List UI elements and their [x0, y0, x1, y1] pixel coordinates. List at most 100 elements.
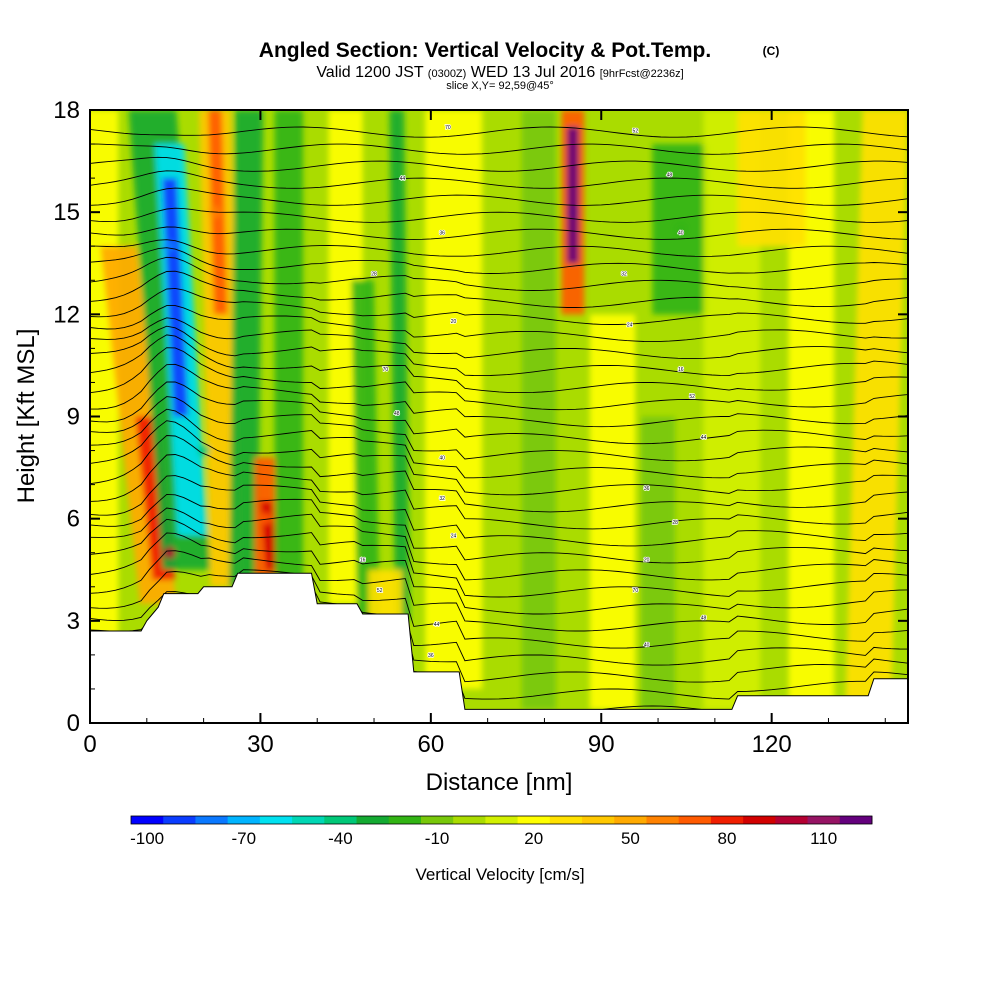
x-tick-label: 120: [752, 731, 792, 758]
y-tick-label: 6: [67, 506, 80, 533]
pot-temp-contour: [90, 334, 908, 394]
terrain-mask: [90, 572, 908, 723]
colorbar: [130, 815, 873, 825]
colorbar-tick-label: -70: [232, 829, 257, 848]
colorbar-swatch: [839, 816, 873, 824]
x-tick-label: 30: [247, 731, 274, 758]
pot-temp-contour: [90, 170, 908, 189]
contour-label: 32: [621, 271, 627, 277]
pot-temp-contour: [90, 347, 908, 411]
velocity-core: [163, 546, 176, 559]
contour-label: 48: [667, 173, 673, 179]
colorbar-swatch: [227, 816, 261, 824]
x-tick-label: 90: [588, 731, 615, 758]
y-tick-label: 3: [67, 608, 80, 635]
pot-temp-contour: [90, 187, 908, 206]
contour-label: 20: [644, 558, 650, 564]
contour-label: 48: [394, 411, 400, 417]
pot-temp-contour: [90, 435, 908, 513]
colorbar-swatch: [163, 816, 196, 824]
velocity-core: [566, 206, 579, 219]
pot-temp-contour: [90, 363, 908, 428]
velocity-field: [90, 110, 908, 723]
pot-temp-contour: [90, 156, 908, 172]
x-tick-label: 60: [417, 731, 444, 758]
colorbar-swatch: [259, 816, 293, 824]
contour-label: 16: [360, 558, 366, 564]
contour-label: 52: [633, 128, 639, 134]
pot-temp-contour: [90, 381, 908, 445]
velocity-band: [788, 110, 835, 710]
pot-temp-contour: [90, 325, 908, 377]
contour-label: 70: [383, 367, 389, 373]
y-tick-label: 18: [53, 97, 80, 124]
colorbar-frame: [130, 815, 873, 825]
contour-label: 36: [428, 653, 434, 659]
colorbar-swatch: [485, 816, 519, 824]
contour-label: 48: [701, 615, 707, 621]
contour-label: 40: [678, 231, 684, 237]
pot-temp-contour: [90, 226, 908, 240]
contour-label: 24: [451, 534, 457, 540]
forecast-tag: [9hrFcst@2236z]: [600, 68, 684, 80]
contour-label: 40: [439, 455, 445, 461]
colorbar-tick-labels: -100 -70 -40 -10 20 50 80 110: [130, 829, 837, 848]
colorbar-swatch: [710, 816, 744, 824]
contour-label: 70: [445, 125, 451, 131]
slice-subtitle: slice X,Y= 92,59@45°: [446, 80, 554, 92]
pot-temp-contour: [90, 270, 908, 308]
pot-temp-contour: [90, 420, 908, 496]
velocity-band: [521, 110, 556, 710]
contour-label: 70: [633, 588, 639, 594]
colorbar-swatch: [775, 816, 808, 824]
colorbar-swatch: [549, 816, 583, 824]
colorbar-tick-label: 20: [524, 829, 543, 848]
colorbar-swatch: [388, 816, 422, 824]
contour-label: 36: [439, 231, 445, 237]
colorbar-swatch: [324, 816, 357, 824]
chart-title: Angled Section: Vertical Velocity & Pot.…: [259, 39, 711, 62]
pot-temp-contour: [90, 317, 908, 360]
y-tick-label: 12: [53, 301, 80, 328]
contour-label: 52: [689, 394, 695, 400]
contour-label: 44: [701, 435, 707, 441]
colorbar-tick-label: 110: [810, 829, 837, 848]
y-axis-label: Height [Kft MSL]: [13, 329, 40, 504]
pot-temp-contour: [90, 239, 908, 257]
colorbar-swatch: [582, 816, 615, 824]
y-tick-label: 15: [53, 199, 80, 226]
pot-temp-contour: [90, 569, 908, 649]
colorbar-swatch: [453, 816, 486, 824]
contour-label: 28: [672, 520, 678, 526]
velocity-core: [197, 444, 210, 457]
y-tick-label: 0: [67, 710, 80, 737]
colorbar-swatch: [646, 816, 680, 824]
contour-label: 24: [627, 323, 633, 329]
pot-temp-contour: [90, 126, 908, 138]
contour-label: 20: [451, 319, 457, 325]
contour-label: 52: [377, 588, 383, 594]
valid-prefix: Valid 1200 JST: [316, 64, 424, 81]
velocity-core: [163, 240, 176, 253]
contour-label: 36: [644, 486, 650, 492]
colorbar-swatch: [131, 816, 164, 824]
pot-temp-contour: [90, 454, 908, 530]
pot-temp-contour: [90, 143, 908, 155]
x-axis-label: Distance [nm]: [426, 769, 573, 796]
velocity-band: [567, 127, 579, 264]
x-axis: 0 30 60 90 120: [83, 110, 886, 758]
velocity-band: [162, 178, 189, 417]
x-tick-label: 0: [83, 731, 96, 758]
contour-label: 40: [644, 643, 650, 649]
pot-temp-contour: [90, 287, 908, 325]
colorbar-tick-label: -100: [130, 829, 164, 848]
velocity-core: [260, 512, 273, 525]
pot-temp-contour: [90, 518, 908, 598]
pot-temp-contour: [90, 396, 908, 462]
plot-area: 70 52 48 44 40 36 32 28 24 20 16 70 52 48 44 40 36 32 28 24…: [90, 110, 908, 723]
colorbar-swatch: [420, 816, 454, 824]
colorbar-swatch: [356, 816, 390, 824]
colorbar-label: Vertical Velocity [cm/s]: [415, 865, 584, 884]
